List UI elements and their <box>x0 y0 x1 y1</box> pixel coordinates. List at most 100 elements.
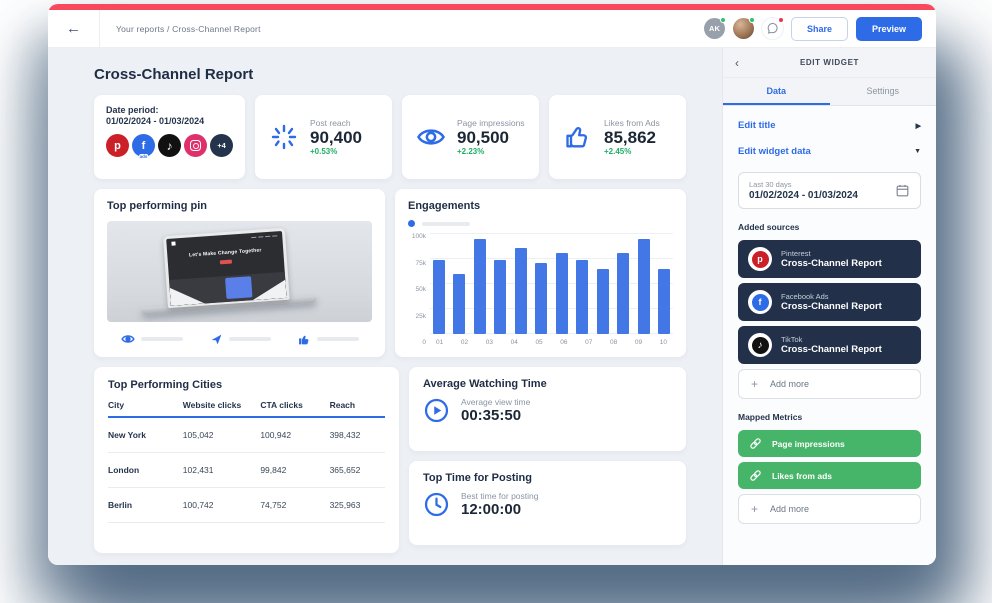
breadcrumb[interactable]: Your reports / Cross-Channel Report <box>116 23 261 34</box>
pin-stats-row <box>107 332 372 346</box>
instagram-icon <box>184 134 207 157</box>
city-cell: New York <box>108 430 146 440</box>
mapped-metric-pill[interactable]: Likes from ads <box>738 462 921 489</box>
legend-dot-icon <box>408 220 415 227</box>
engagements-plot <box>430 233 673 334</box>
edit-title-link[interactable]: Edit title ▶ <box>738 120 921 131</box>
engagement-bar <box>473 239 486 334</box>
source-network: Facebook Ads <box>781 292 829 301</box>
date-range-selector[interactable]: Last 30 days 01/02/2024 - 01/03/2024 <box>738 172 921 209</box>
app-window: ← Your reports / Cross-Channel Report AK <box>48 4 936 565</box>
back-button[interactable]: ← <box>48 10 100 47</box>
kpi-label: Post reach <box>310 117 351 128</box>
website-logo <box>170 240 176 246</box>
x-tick: 07 <box>585 339 593 346</box>
app-body: Cross-Channel Report Date period: 01/02/… <box>48 48 936 565</box>
add-more-label: Add more <box>770 379 810 389</box>
y-tick: 75k <box>415 259 426 267</box>
preview-button[interactable]: Preview <box>855 16 922 41</box>
kpi-value: 90,500 <box>457 127 509 147</box>
engagements-card: Engagements 100k 75k 50k 25k 0 <box>395 189 686 357</box>
website-left-panel <box>169 278 205 306</box>
time-cards-column: Average Watching Time Average view time … <box>409 367 686 545</box>
laptop-screen: Let's Make Change Together <box>162 227 290 309</box>
more-networks-badge[interactable]: +4 <box>210 134 233 157</box>
network-icon-row: p f ads ♪ +4 <box>106 134 233 159</box>
website-clicks-cell: 102,431 <box>182 465 214 475</box>
top-cities-card: Top Performing Cities City Website click… <box>94 367 399 553</box>
pin-shares-stat <box>210 333 271 346</box>
source-name: Cross-Channel Report <box>781 258 882 269</box>
source-pinterest[interactable]: p Pinterest Cross-Channel Report <box>738 240 921 278</box>
tiktok-glyph: ♪ <box>166 138 173 153</box>
add-source-button[interactable]: + Add more <box>738 369 921 399</box>
watch-time-texts: Average view time 00:35:50 <box>461 397 530 424</box>
column-header: City <box>108 400 125 410</box>
engagement-bar <box>555 253 568 334</box>
panel-back-button[interactable]: ‹ <box>735 55 739 70</box>
y-axis-labels: 100k 75k 50k 25k 0 <box>408 233 430 346</box>
calendar-icon[interactable] <box>895 183 910 198</box>
engagement-bar <box>535 263 548 334</box>
pinterest-icon: p <box>106 134 129 157</box>
kpi-value: 90,400 <box>310 127 362 147</box>
cta-clicks-cell: 100,942 <box>260 430 292 440</box>
engagement-bar <box>576 260 589 334</box>
user-avatar-photo[interactable] <box>732 17 755 39</box>
website-right-panel <box>250 272 286 300</box>
tiktok-icon: ♪ <box>748 333 772 357</box>
back-arrow-icon: ← <box>66 20 81 37</box>
page-title: Cross-Channel Report <box>94 66 254 83</box>
kpi-page-impressions: Page impressions 90,500 +2.23% <box>402 95 539 179</box>
middle-row: Top performing pin Let's Make Change Tog… <box>94 189 686 357</box>
engagement-bar <box>657 269 670 334</box>
user-avatar-ak[interactable]: AK <box>703 17 726 39</box>
reach-cell: 398,432 <box>329 430 361 440</box>
mapped-metrics-label: Mapped Metrics <box>738 412 803 422</box>
website-navbar <box>166 231 282 248</box>
top-cities-title: Top Performing Cities <box>108 379 223 391</box>
website-headline: Let's Make Change Together <box>188 247 262 259</box>
tab-settings[interactable]: Settings <box>866 86 900 96</box>
post-time-body: Best time for posting 12:00:00 <box>423 491 672 518</box>
add-metric-button[interactable]: + Add more <box>738 494 921 524</box>
date-period-card[interactable]: Date period: 01/02/2024 - 01/03/2024 p f… <box>94 95 245 179</box>
stat-placeholder-line <box>228 337 271 341</box>
source-facebook-ads[interactable]: f Facebook Ads Cross-Channel Report <box>738 283 921 321</box>
edit-widget-data-link[interactable]: Edit widget data ▼ <box>738 146 921 157</box>
header-actions: AK Share Preview <box>703 16 936 41</box>
engagement-bar <box>637 239 650 334</box>
source-tiktok[interactable]: ♪ TikTok Cross-Channel Report <box>738 326 921 364</box>
avatar-initials: AK <box>709 24 720 33</box>
share-button[interactable]: Share <box>790 16 848 41</box>
chat-bubble-icon <box>767 22 778 34</box>
cta-clicks-cell: 74,752 <box>260 500 287 510</box>
link-icon <box>750 438 761 449</box>
facebook-glyph: f <box>141 139 146 152</box>
table-row: New York 105,042 100,942 398,432 <box>108 418 385 453</box>
post-time-title: Top Time for Posting <box>423 472 532 484</box>
date-preset: Last 30 days <box>749 180 792 189</box>
tab-data[interactable]: Data <box>723 78 830 105</box>
online-status-dot <box>719 17 726 23</box>
reach-cell: 365,652 <box>329 465 361 475</box>
eye-icon <box>416 122 446 152</box>
play-circle-icon <box>424 398 449 423</box>
panel-content: Edit title ▶ Edit widget data ▼ Last 30 … <box>723 106 936 538</box>
column-header: Website clicks <box>182 400 242 410</box>
chart-legend <box>408 220 673 227</box>
date-range-value: 01/02/2024 - 01/03/2024 <box>749 190 858 201</box>
thumbs-up-icon <box>298 335 308 344</box>
watch-time-body: Average view time 00:35:50 <box>423 397 672 424</box>
online-status-dot <box>748 17 755 23</box>
mapped-metric-pill[interactable]: Page impressions <box>738 430 921 457</box>
date-period-label: Date period: <box>106 105 159 115</box>
kpi-value: 85,862 <box>604 127 656 147</box>
burst-icon <box>269 122 299 152</box>
comments-button[interactable] <box>761 17 784 39</box>
pin-image[interactable]: Let's Make Change Together <box>107 221 372 322</box>
pin-likes-stat <box>298 333 359 346</box>
source-network: TikTok <box>781 335 803 344</box>
metric-label: Likes from ads <box>772 470 832 481</box>
